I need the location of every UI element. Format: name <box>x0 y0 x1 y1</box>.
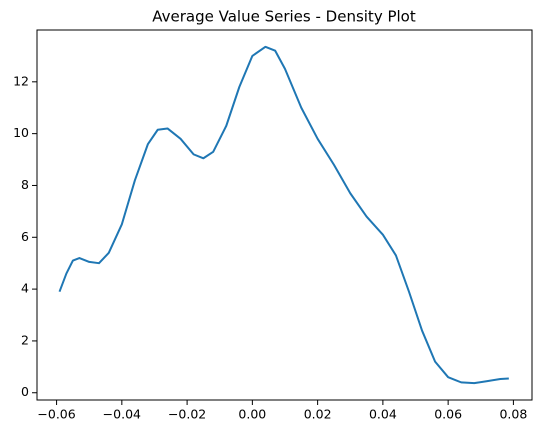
x-tick-label: 0.00 <box>238 407 266 422</box>
chart-title: Average Value Series - Density Plot <box>152 8 416 26</box>
density-line <box>58 45 509 385</box>
y-tick-label: 0 <box>21 384 29 399</box>
x-tick-label: 0.04 <box>369 407 397 422</box>
y-tick-label: 12 <box>13 73 29 88</box>
x-tick-label: −0.06 <box>37 407 75 422</box>
x-tick-label: 0.06 <box>434 407 462 422</box>
y-tick-label: 4 <box>21 281 29 296</box>
x-tick-label: −0.02 <box>168 407 206 422</box>
x-tick-label: 0.02 <box>304 407 332 422</box>
axes-frame <box>36 29 533 401</box>
x-tick-label: 0.08 <box>499 407 527 422</box>
y-tick-label: 10 <box>13 125 29 140</box>
y-tick-label: 6 <box>21 229 29 244</box>
y-tick-label: 8 <box>21 177 29 192</box>
y-tick-label: 2 <box>21 332 29 347</box>
x-tick-label: −0.04 <box>103 407 141 422</box>
